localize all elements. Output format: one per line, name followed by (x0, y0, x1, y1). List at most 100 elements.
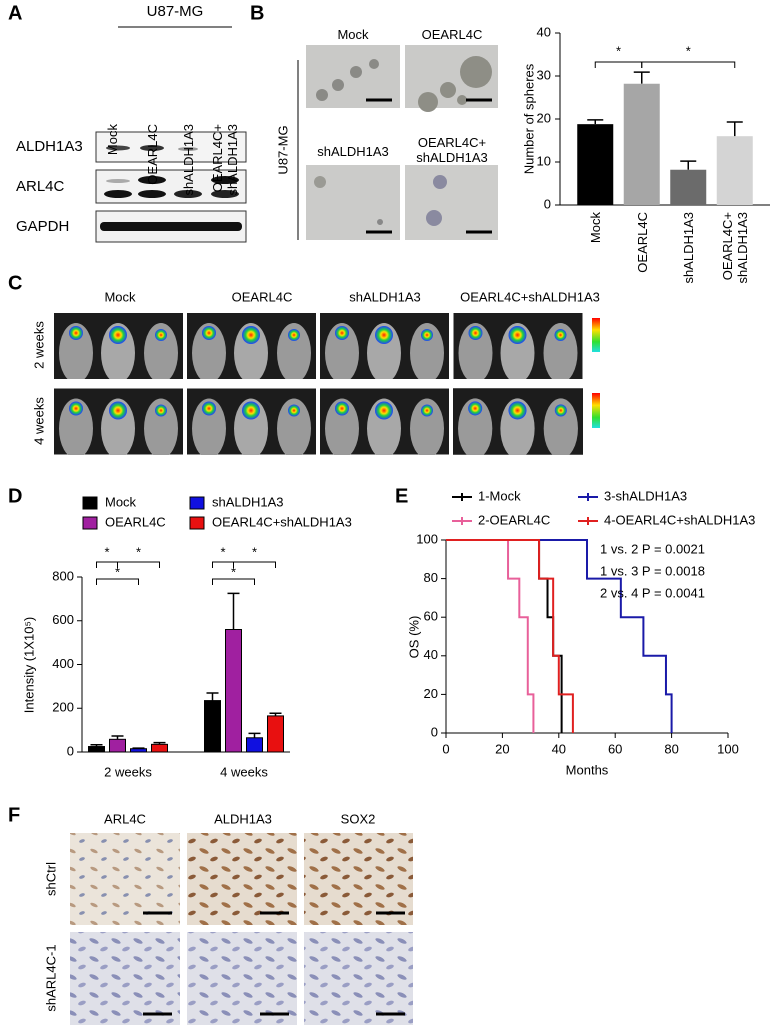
legend-label: 4-OEARL4C+shALDH1A3 (604, 512, 755, 527)
cell-line-label: U87-MG (275, 125, 290, 174)
survival-line (446, 539, 574, 733)
y-tick-label: 0 (431, 724, 438, 739)
legend-line (452, 517, 472, 525)
color-scale (592, 318, 600, 352)
image-label: shALDH1A3 (317, 144, 389, 159)
significance-bracket (233, 561, 276, 568)
condition-label: shCtrl (43, 862, 58, 896)
significance-bracket (117, 561, 160, 568)
x-tick-label: 40 (552, 741, 566, 756)
significance-bracket (96, 578, 139, 585)
group-label: Mock (104, 289, 136, 304)
lane-label: shALDH1A3 (180, 124, 196, 196)
panel-label: C (8, 272, 22, 294)
panel-label: B (250, 2, 264, 24)
legend-label: OEARL4C+shALDH1A3 (212, 514, 352, 529)
stain-label: ARL4C (104, 811, 146, 826)
bar (88, 746, 105, 753)
y-tick-label: 800 (52, 568, 74, 583)
error-bar (633, 71, 650, 84)
x-tick-label: OEARL4C (634, 212, 650, 273)
y-tick-label: 20 (424, 686, 438, 701)
panel-c-images (54, 313, 600, 455)
x-tick-label: 100 (717, 741, 739, 756)
bar (716, 136, 753, 205)
significance-label: * (252, 544, 257, 559)
sphere-image (405, 165, 498, 240)
blot (95, 131, 247, 163)
bar (109, 738, 126, 753)
y-tick-label: 0 (544, 196, 551, 211)
panel-b-images (297, 45, 498, 240)
x-tick-label: 2 weeks (104, 764, 152, 779)
y-tick-label: 60 (424, 609, 438, 624)
stain-label: ALDH1A3 (214, 811, 272, 826)
image-label: OEARL4C (421, 27, 483, 42)
legend-label: 1-Mock (478, 488, 521, 503)
y-axis-label: Number of spheres (521, 63, 536, 174)
p-value-label: 1 vs. 2 P = 0.0021 (600, 541, 705, 556)
y-tick-label: 400 (52, 656, 74, 671)
y-tick-label: 200 (52, 700, 74, 715)
legend-label: 3-shALDH1A3 (604, 488, 687, 503)
cell-line-label: U87-MG (147, 3, 204, 20)
bar (130, 748, 147, 753)
group-label: OEARL4C (232, 289, 293, 304)
y-tick-label: 20 (537, 110, 551, 125)
legend-line (578, 493, 598, 501)
panel-label: E (395, 485, 408, 507)
blot-label: GAPDH (16, 218, 69, 235)
error-bar (587, 119, 604, 125)
y-tick-label: 10 (537, 153, 551, 168)
legend-label: Mock (105, 494, 137, 509)
image-label: OEARL4C+ shALDH1A3 (416, 135, 488, 165)
error-bar (227, 592, 240, 630)
bar (151, 743, 168, 753)
image-label: Mock (337, 27, 369, 42)
legend-swatch (189, 516, 205, 530)
y-tick-label: 0 (67, 743, 74, 758)
p-value-label: 2 vs. 4 P = 0.0041 (600, 585, 705, 600)
lane-label: OEARL4C+ shALDH1A3 (210, 124, 240, 196)
x-tick-label: 0 (442, 741, 449, 756)
error-bar (206, 692, 219, 701)
significance-label: * (136, 544, 141, 559)
error-bar (726, 121, 743, 137)
x-tick-label: 4 weeks (220, 764, 268, 779)
legend-line (578, 517, 598, 525)
survival-line (446, 539, 535, 733)
y-tick-label: 100 (416, 531, 438, 546)
p-value-label: 1 vs. 3 P = 0.0018 (600, 563, 705, 578)
bar (267, 715, 284, 753)
panel-label: D (8, 485, 22, 507)
legend-label: 2-OEARL4C (478, 512, 550, 527)
bar (204, 700, 221, 753)
significance-bracket (212, 578, 255, 585)
significance-label: * (220, 544, 225, 559)
significance-bracket (594, 61, 643, 68)
bar (246, 737, 263, 753)
y-axis-label: Intensity (1X10⁵) (21, 617, 36, 713)
stain-label: SOX2 (341, 811, 376, 826)
x-tick-label: 60 (608, 741, 622, 756)
condition-label: shARL4C-1 (43, 944, 58, 1011)
error-bar (680, 160, 697, 170)
survival-line (446, 539, 673, 733)
legend-swatch (82, 516, 98, 530)
x-axis-label: Months (566, 762, 609, 777)
legend-label: OEARL4C (105, 514, 166, 529)
color-scale (592, 393, 600, 428)
y-tick-label: 80 (424, 570, 438, 585)
survival-line (446, 539, 563, 733)
group-label: OEARL4C+shALDH1A3 (460, 289, 600, 304)
lane-label: Mock (104, 124, 120, 156)
x-tick-label: OEARL4C+ shALDH1A3 (719, 212, 750, 284)
significance-label: * (104, 544, 109, 559)
error-bar (248, 732, 261, 738)
significance-label: * (115, 564, 120, 579)
y-tick-label: 40 (424, 647, 438, 662)
x-tick-label: shALDH1A3 (680, 212, 696, 284)
legend-swatch (82, 496, 98, 510)
